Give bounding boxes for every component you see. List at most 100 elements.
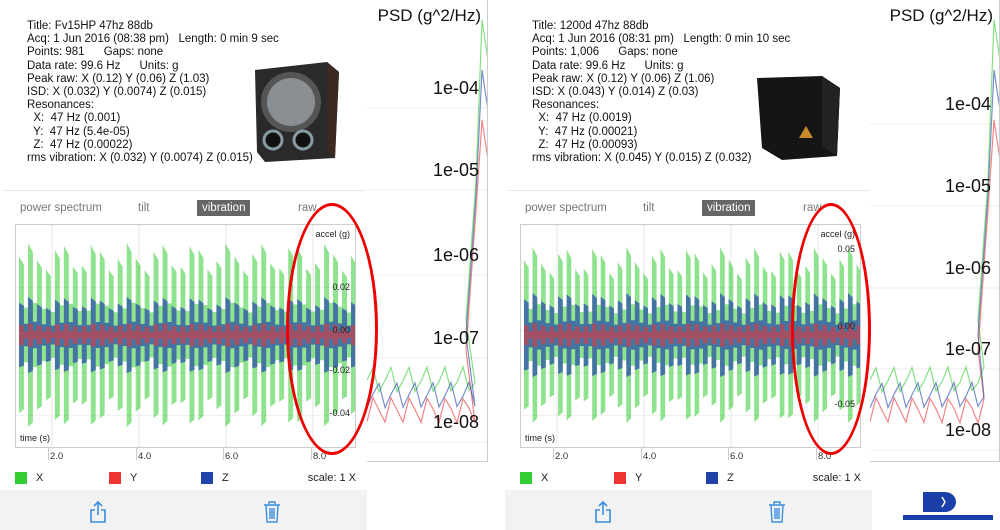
x-tick-label: 2.0: [555, 451, 569, 462]
legend-label: X: [36, 472, 44, 484]
legend-y[interactable]: Y: [614, 472, 642, 484]
tab-power-spectrum[interactable]: power spectrum: [525, 202, 607, 214]
psd-title: PSD (g^2/Hz): [377, 6, 481, 25]
legend-swatch-y: [109, 472, 121, 484]
scale-text: scale: 1 X: [812, 472, 861, 484]
waveform-chart: [16, 225, 355, 447]
info-line: X: 47 Hz (0.0019): [532, 112, 632, 125]
recording-info: Title: Fv15HP 47hz 88db Acq: 1 Jun 2016 (…: [27, 20, 279, 165]
scale-label[interactable]: scale: 1 X: [308, 472, 356, 484]
psd-series: [870, 69, 999, 410]
x-axis-label: time (s): [20, 433, 50, 443]
info-line: Acq: 1 Jun 2016 (08:31 pm) Length: 0 min…: [532, 33, 791, 46]
share-icon[interactable]: [593, 500, 613, 524]
waveform-chart: [521, 225, 860, 447]
x-tick: [728, 448, 729, 460]
tab-tilt[interactable]: tilt: [643, 202, 655, 214]
psd-tick-label: 1e-07: [944, 339, 991, 359]
psd-series: [870, 19, 999, 394]
legend-label: Y: [635, 472, 643, 484]
x-tick-label: 8.0: [818, 451, 832, 462]
legend-x[interactable]: X: [15, 472, 43, 484]
trash-icon[interactable]: [262, 500, 282, 524]
x-tick: [223, 448, 224, 460]
info-line: Points: 981 Gaps: none: [27, 46, 164, 59]
trash-icon[interactable]: [767, 500, 787, 524]
psd-tick-label: 1e-08: [944, 420, 991, 440]
psd-title: PSD (g^2/Hz): [889, 6, 993, 25]
scale-text: scale: 1 X: [307, 472, 356, 484]
info-line: Peak raw: X (0.12) Y (0.06) Z (1.03): [27, 72, 210, 85]
tab-vibration[interactable]: vibration: [197, 200, 251, 216]
legend-label: X: [541, 472, 549, 484]
info-line: Resonances:: [27, 99, 95, 112]
brand-logo: [903, 492, 993, 520]
info-line: Acq: 1 Jun 2016 (08:38 pm) Length: 0 min…: [27, 33, 279, 46]
psd-chart-2: PSD (g^2/Hz) 1e-04 1e-05 1e-06 1e-07 1e-08: [870, 0, 1000, 462]
legend-z[interactable]: Z: [706, 472, 734, 484]
legend-swatch-z: [706, 472, 718, 484]
info-line: Data rate: 99.6 Hz Units: g: [27, 59, 179, 72]
recording-info: Title: 1200d 47hz 88db Acq: 1 Jun 2016 (0…: [532, 20, 790, 165]
info-line: Title: 1200d 47hz 88db: [532, 20, 649, 32]
speaker-image: [255, 62, 339, 162]
highlight-ellipse: [791, 203, 871, 455]
legend-swatch-y: [614, 472, 626, 484]
psd-tick-label: 1e-07: [432, 328, 479, 348]
x-tick-label: 4.0: [138, 451, 152, 462]
tab-power-spectrum[interactable]: power spectrum: [20, 202, 102, 214]
tab-vibration[interactable]: vibration: [702, 200, 756, 216]
share-icon[interactable]: [88, 500, 108, 524]
speaker-image: [757, 76, 840, 160]
tab-raw[interactable]: raw: [298, 202, 317, 214]
psd-series: [367, 19, 487, 394]
series-y: [524, 323, 860, 347]
legend-y[interactable]: Y: [109, 472, 137, 484]
info-line: Z: 47 Hz (0.00022): [27, 138, 133, 151]
legend-z[interactable]: Z: [201, 472, 229, 484]
view-tabs: power spectrum tilt vibration raw: [505, 200, 872, 218]
info-line: ISD: X (0.043) Y (0.014) Z (0.03): [532, 86, 699, 99]
x-tick-label: 4.0: [643, 451, 657, 462]
info-line: X: 47 Hz (0.001): [27, 112, 121, 125]
psd-lines: [870, 19, 999, 451]
legend-swatch-x: [15, 472, 27, 484]
info-line: Y: 47 Hz (0.00021): [532, 125, 638, 138]
info-line: Title: Fv15HP 47hz 88db: [27, 20, 153, 32]
highlight-ellipse: [286, 203, 378, 455]
info-line: ISD: X (0.032) Y (0.0074) Z (0.015): [27, 86, 207, 99]
legend-x[interactable]: X: [520, 472, 548, 484]
legend-label: Z: [222, 472, 229, 484]
psd-tick-label: 1e-04: [432, 78, 479, 98]
x-tick: [553, 448, 554, 460]
psd-tick-label: 1e-06: [944, 258, 991, 278]
psd-lines: [367, 19, 487, 443]
x-tick: [816, 448, 817, 460]
info-line: rms vibration: X (0.032) Y (0.0074) Z (0…: [27, 152, 253, 165]
info-line: Z: 47 Hz (0.00093): [532, 138, 638, 151]
divider: [508, 190, 870, 191]
legend-swatch-z: [201, 472, 213, 484]
x-tick-label: 8.0: [313, 451, 327, 462]
legend-label: Z: [727, 472, 734, 484]
bottom-toolbar: [505, 490, 872, 530]
recording-panel-1: Title: Fv15HP 47hz 88db Acq: 1 Jun 2016 (…: [0, 0, 367, 530]
x-tick-label: 2.0: [50, 451, 64, 462]
divider: [3, 190, 365, 191]
psd-series: [367, 119, 487, 425]
scale-label[interactable]: scale: 1 X: [813, 472, 861, 484]
x-axis-label: time (s): [525, 433, 555, 443]
psd-tick-label: 1e-08: [432, 412, 479, 432]
series-y: [19, 323, 355, 347]
x-tick: [311, 448, 312, 460]
info-line: Points: 1,006 Gaps: none: [532, 46, 678, 59]
x-tick-label: 6.0: [730, 451, 744, 462]
x-tick: [641, 448, 642, 460]
tab-tilt[interactable]: tilt: [138, 202, 150, 214]
bottom-toolbar: [0, 490, 367, 530]
psd-tick-label: 1e-06: [432, 245, 479, 265]
view-tabs: power spectrum tilt vibration raw: [0, 200, 367, 218]
info-line: Resonances:: [532, 99, 600, 112]
x-tick: [136, 448, 137, 460]
x-tick: [48, 448, 49, 460]
